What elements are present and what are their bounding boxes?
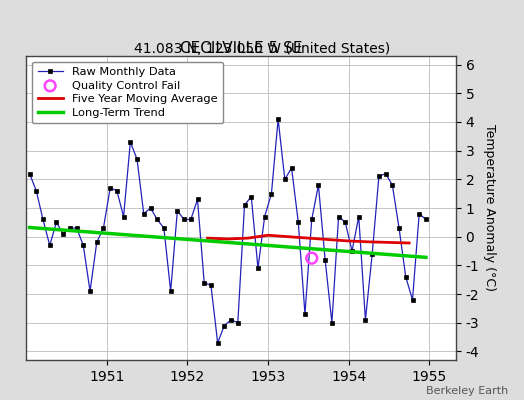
Five Year Moving Average [204,236,211,240]
Raw Monthly Data [275,117,281,122]
Raw Monthly Data [26,171,32,176]
Y-axis label: Temperature Anomaly (°C): Temperature Anomaly (°C) [483,124,496,292]
Five Year Moving Average [245,236,251,240]
Five Year Moving Average [345,238,352,243]
Line: Five Year Moving Average: Five Year Moving Average [208,235,409,243]
Five Year Moving Average [285,234,291,239]
Raw Monthly Data [161,226,167,230]
Line: Raw Monthly Data: Raw Monthly Data [27,117,428,345]
Five Year Moving Average [265,233,271,238]
Text: Berkeley Earth: Berkeley Earth [426,386,508,396]
Raw Monthly Data [423,217,429,222]
Quality Control Fail [308,255,316,261]
Raw Monthly Data [94,240,100,245]
Legend: Raw Monthly Data, Quality Control Fail, Five Year Moving Average, Long-Term Tren: Raw Monthly Data, Quality Control Fail, … [32,62,223,123]
Five Year Moving Average [386,240,392,245]
Five Year Moving Average [406,240,412,245]
Five Year Moving Average [325,237,332,242]
Text: 41.083 N, 123.050 W (United States): 41.083 N, 123.050 W (United States) [134,42,390,56]
Five Year Moving Average [366,240,372,244]
Raw Monthly Data [127,140,134,144]
Raw Monthly Data [140,211,147,216]
Five Year Moving Average [225,236,231,241]
Five Year Moving Average [305,236,311,240]
Raw Monthly Data [154,217,160,222]
Raw Monthly Data [214,340,221,345]
Raw Monthly Data [288,166,294,170]
Title: CECILVILLE 5 SE: CECILVILLE 5 SE [180,41,302,56]
